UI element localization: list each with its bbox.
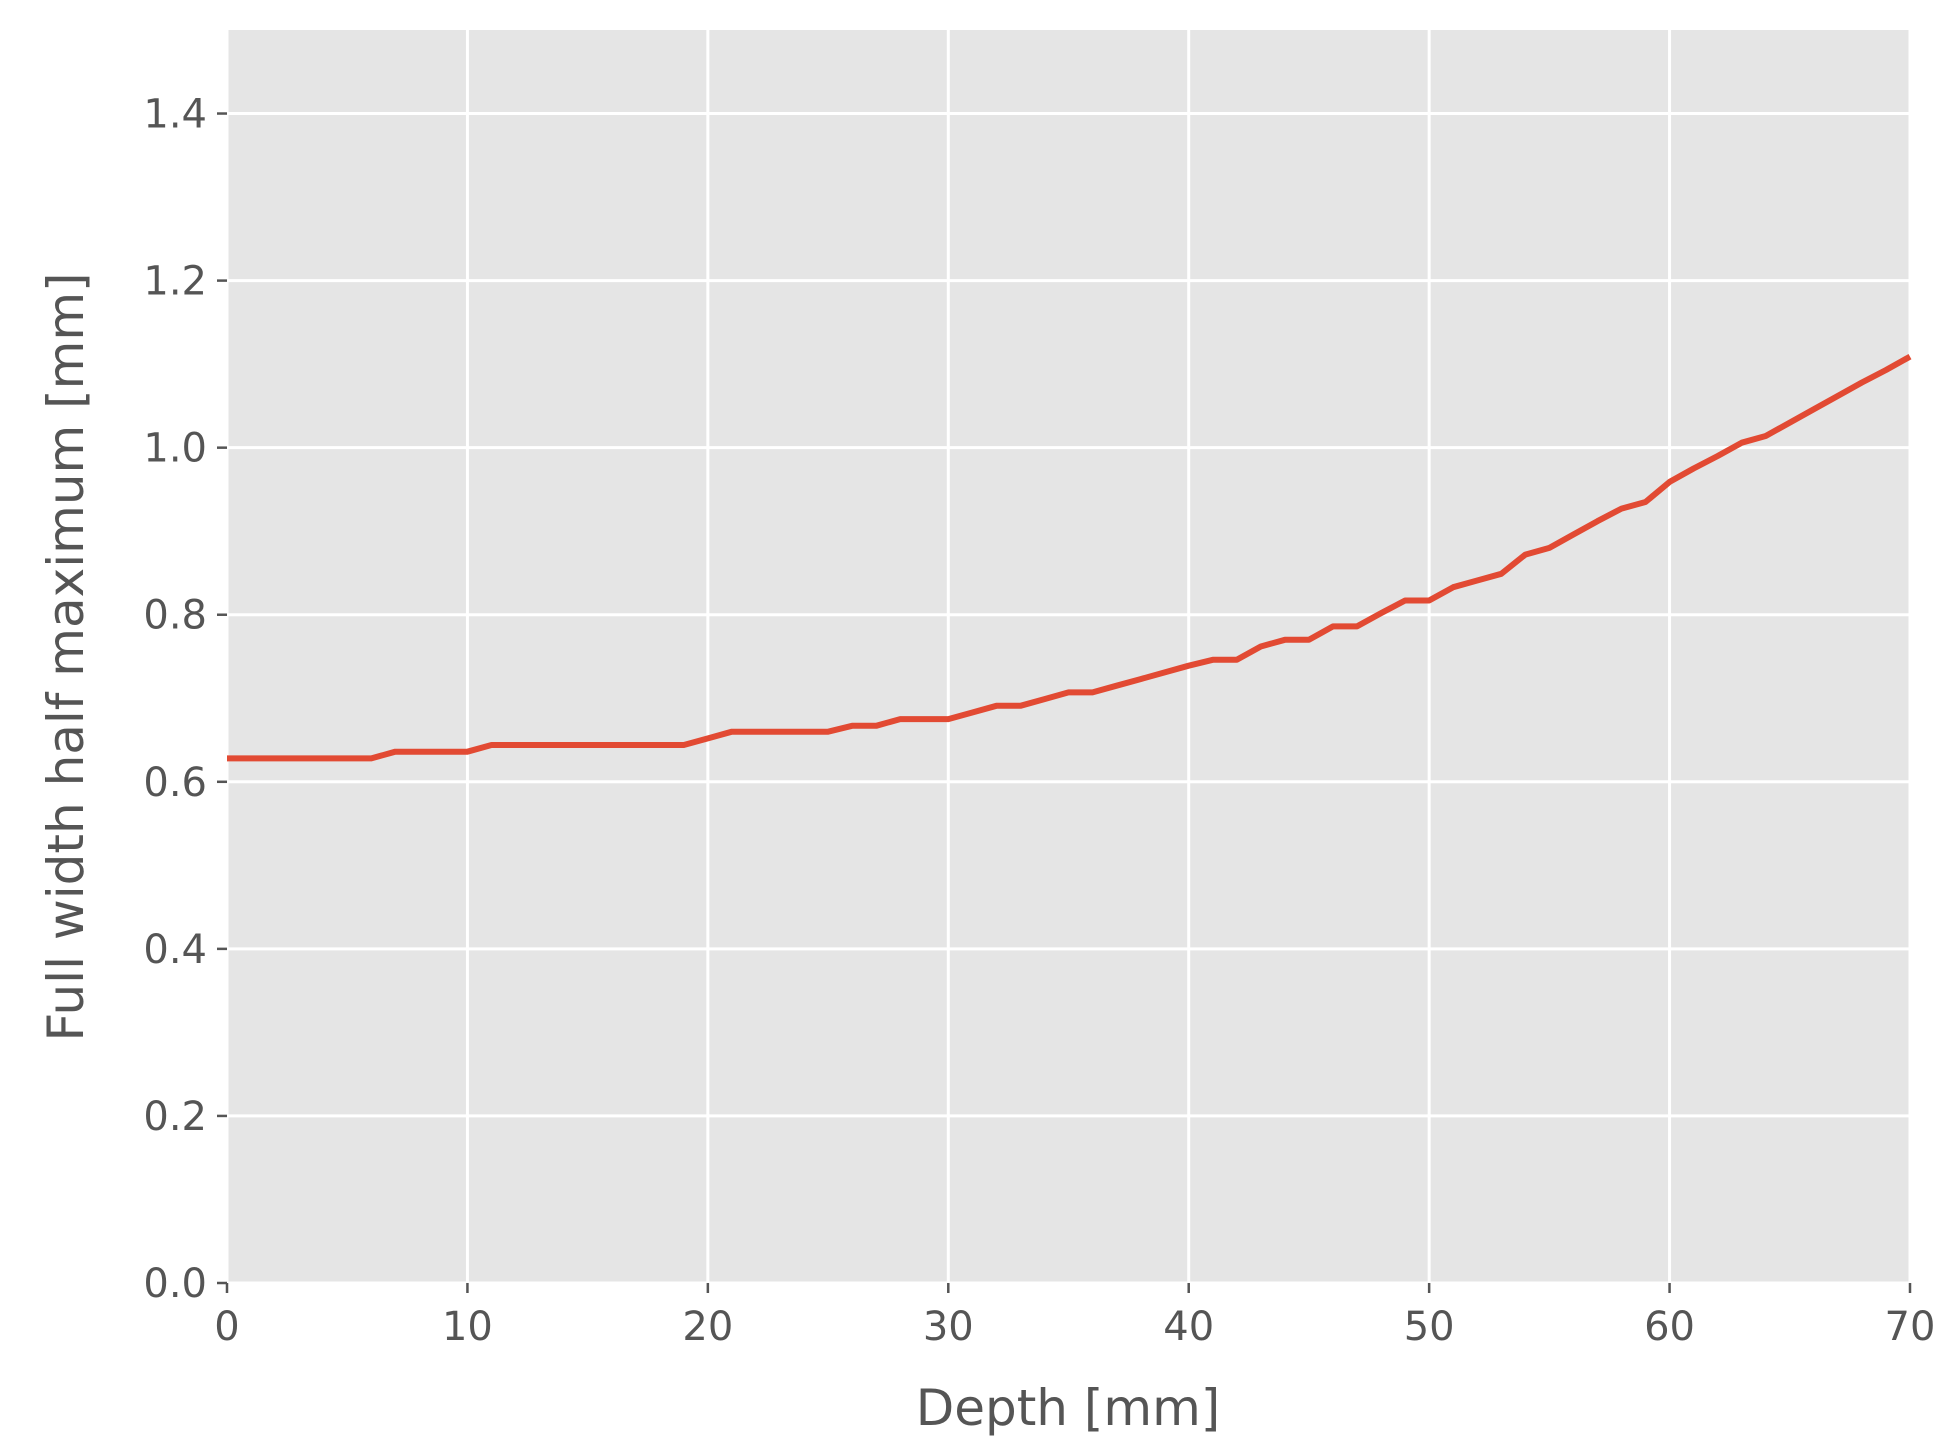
series-layer (227, 353, 1912, 762)
y-axis-label: Full width half maximum [mm] (37, 272, 95, 1041)
x-tick-label: 50 (1404, 1304, 1455, 1350)
x-tick-label: 70 (1885, 1304, 1936, 1350)
x-tick-label: 30 (923, 1304, 974, 1350)
x-tick-label: 20 (682, 1304, 733, 1350)
y-tick-labels: 0.0 0.2 0.4 0.6 0.8 1.0 1.2 1.4 (143, 92, 207, 1307)
y-tick-label: 1.4 (143, 92, 207, 138)
x-tick-labels: 0 10 20 30 40 50 60 70 (214, 1304, 1935, 1350)
y-tick-label: 1.0 (143, 426, 207, 472)
x-tick-label: 40 (1163, 1304, 1214, 1350)
x-tick-label: 0 (214, 1304, 239, 1350)
x-tick-label: 10 (442, 1304, 493, 1350)
series-line (227, 353, 1912, 762)
y-tick-label: 1.2 (143, 259, 207, 305)
x-tick-label: 60 (1644, 1304, 1695, 1350)
y-tick-label: 0.2 (143, 1094, 207, 1140)
plot-background (227, 30, 1910, 1283)
x-axis-label: Depth [mm] (916, 1379, 1221, 1437)
y-tick-label: 0.4 (143, 927, 207, 973)
tick-marks (217, 112, 1912, 1293)
y-tick-label: 0.6 (143, 760, 207, 806)
y-tick-label: 0.0 (143, 1261, 207, 1307)
y-tick-label: 0.8 (143, 593, 207, 639)
grid-lines (225, 30, 1912, 1285)
